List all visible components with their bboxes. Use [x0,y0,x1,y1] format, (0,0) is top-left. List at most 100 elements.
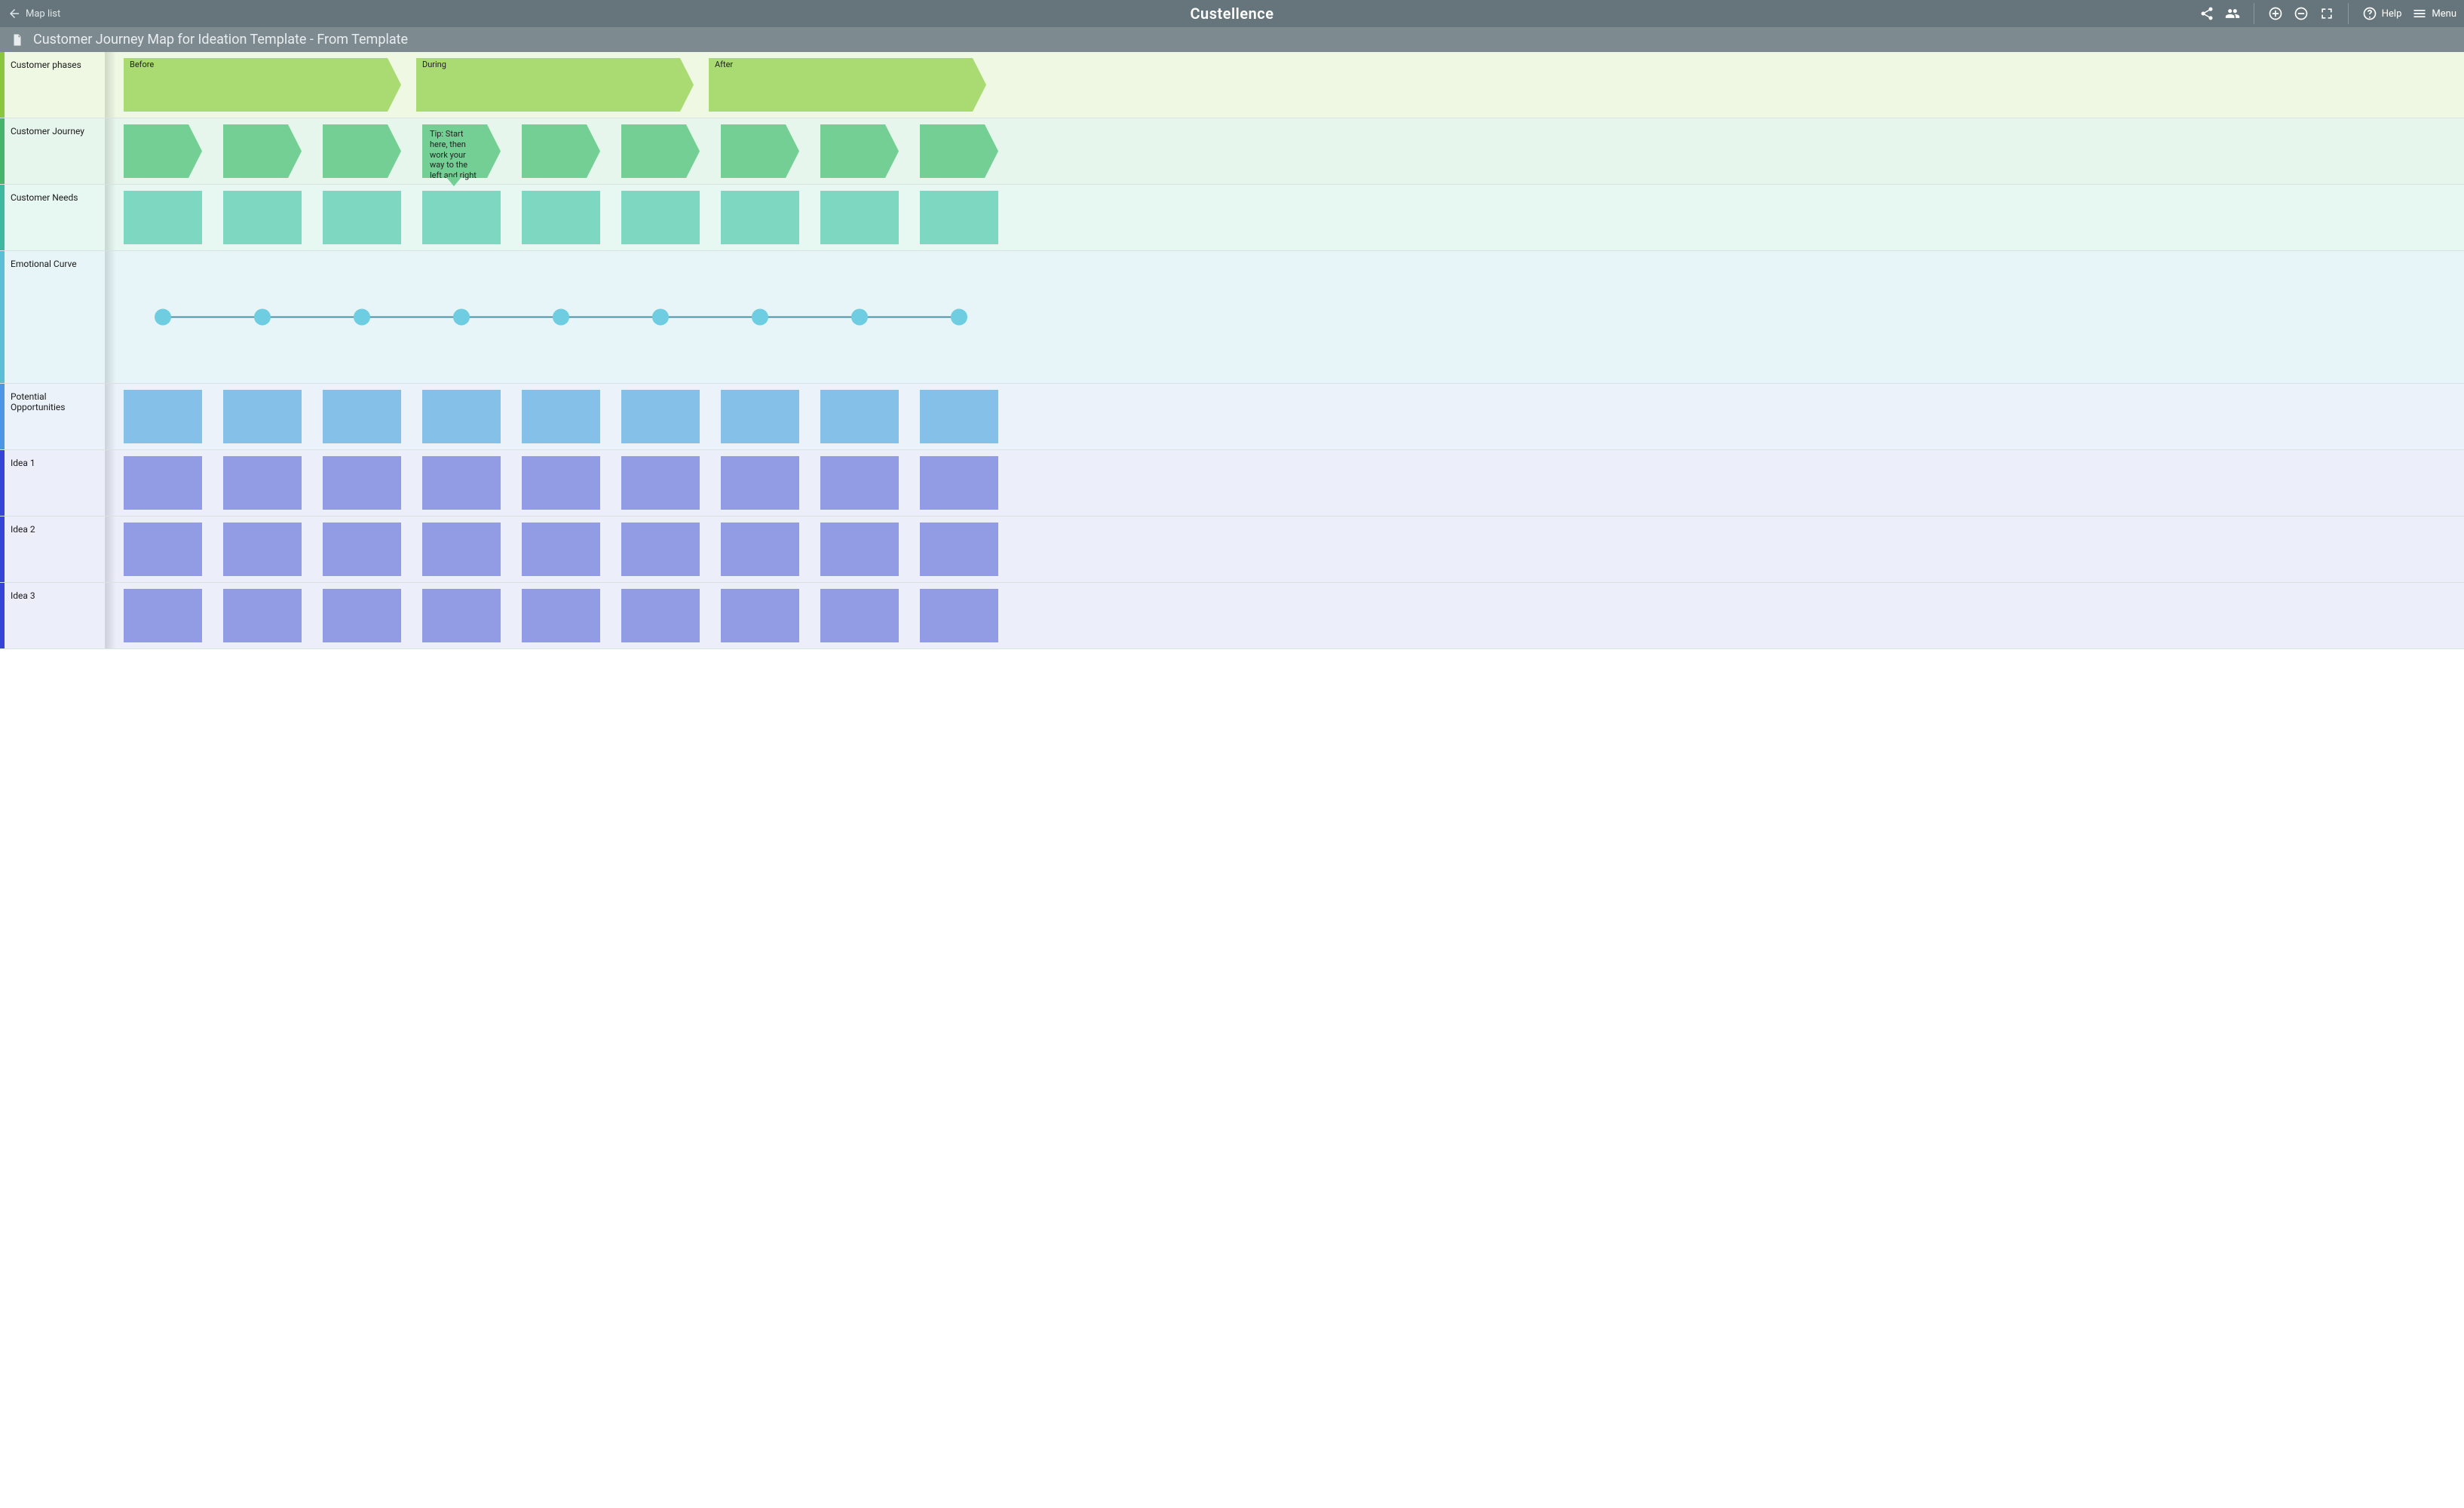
idea-card[interactable] [721,456,799,510]
idea-card[interactable] [522,523,600,576]
curve-point[interactable] [553,309,569,326]
share-button[interactable] [2199,6,2214,21]
lane-label-idea[interactable]: Idea 2 [5,516,106,582]
zoom-out-button[interactable] [2294,6,2309,21]
lane-opportunities: Potential Opportunities [0,384,2464,450]
lane-label-idea[interactable]: Idea 1 [5,450,106,516]
opportunity-card[interactable] [621,390,700,443]
curve-point[interactable] [155,309,171,326]
opportunity-card[interactable] [920,390,998,443]
idea-card[interactable] [522,456,600,510]
needs-card[interactable] [422,191,501,244]
lane-label-curve[interactable]: Emotional Curve [5,251,106,383]
curve-point[interactable] [254,309,271,326]
lane-content-phases[interactable]: Before During After [106,52,2464,118]
opportunity-card[interactable] [422,390,501,443]
needs-card[interactable] [323,191,401,244]
idea-card[interactable] [124,523,202,576]
idea-card[interactable] [223,589,302,642]
idea-card[interactable] [223,456,302,510]
journey-step-card[interactable] [621,124,700,178]
map-list-label: Map list [26,8,60,20]
idea-card[interactable] [522,589,600,642]
lane-content-curve[interactable] [106,251,2464,383]
menu-button[interactable]: Menu [2412,6,2456,21]
idea-card[interactable] [223,523,302,576]
idea-card[interactable] [721,523,799,576]
opportunity-card[interactable] [124,390,202,443]
journey-step-card[interactable] [323,124,401,178]
help-circle-icon [2362,6,2377,21]
curve-point[interactable] [652,309,669,326]
lane-content-idea[interactable] [106,583,2464,648]
lane-label-needs[interactable]: Customer Needs [5,185,106,250]
phase-card-label: During [416,58,694,71]
idea-card[interactable] [721,589,799,642]
phase-card[interactable]: After [709,58,986,112]
idea-card[interactable] [124,456,202,510]
idea-card[interactable] [820,523,899,576]
map-title[interactable]: Customer Journey Map for Ideation Templa… [33,32,408,48]
needs-card[interactable] [820,191,899,244]
curve-point[interactable] [951,309,967,326]
idea-card[interactable] [124,589,202,642]
lane-label-phases[interactable]: Customer phases [5,52,106,118]
needs-card[interactable] [621,191,700,244]
fullscreen-button[interactable] [2319,6,2334,21]
help-button[interactable]: Help [2362,6,2402,21]
journey-step-card[interactable]: Tip: Start here, then work your way to t… [422,124,501,178]
idea-card[interactable] [920,589,998,642]
idea-card[interactable] [422,589,501,642]
idea-card[interactable] [820,456,899,510]
curve-point[interactable] [752,309,768,326]
phase-card[interactable]: Before [124,58,401,112]
idea-card[interactable] [920,523,998,576]
lane-label-opportunities[interactable]: Potential Opportunities [5,384,106,449]
idea-card[interactable] [323,456,401,510]
idea-card[interactable] [920,456,998,510]
idea-card[interactable] [621,456,700,510]
curve-point[interactable] [354,309,370,326]
lane-label-journey[interactable]: Customer Journey [5,118,106,184]
idea-card[interactable] [422,456,501,510]
lane-idea: Idea 2 [0,516,2464,583]
map-list-link[interactable]: Map list [8,7,60,20]
zoom-in-button[interactable] [2268,6,2283,21]
journey-step-card[interactable] [124,124,202,178]
idea-card[interactable] [621,523,700,576]
journey-canvas[interactable]: Customer phases Before During After Cust… [0,52,2464,1508]
journey-step-card[interactable] [721,124,799,178]
idea-card[interactable] [621,589,700,642]
opportunity-card[interactable] [323,390,401,443]
curve-point[interactable] [453,309,470,326]
journey-step-card[interactable] [920,124,998,178]
opportunity-card[interactable] [721,390,799,443]
idea-card[interactable] [323,589,401,642]
idea-card[interactable] [323,523,401,576]
emotional-curve-chart[interactable] [106,251,1028,383]
opportunity-card[interactable] [522,390,600,443]
plus-circle-icon [2268,6,2283,21]
journey-step-card[interactable] [522,124,600,178]
needs-card[interactable] [920,191,998,244]
needs-card[interactable] [522,191,600,244]
lane-content-needs[interactable] [106,185,2464,250]
opportunity-card[interactable] [820,390,899,443]
curve-point[interactable] [851,309,868,326]
collaborators-button[interactable] [2225,6,2240,21]
idea-card[interactable] [422,523,501,576]
needs-card[interactable] [124,191,202,244]
needs-card[interactable] [223,191,302,244]
needs-card[interactable] [721,191,799,244]
lane-content-opportunities[interactable] [106,384,2464,449]
opportunity-card[interactable] [223,390,302,443]
phase-card[interactable]: During [416,58,694,112]
journey-step-card[interactable] [223,124,302,178]
lane-label-idea[interactable]: Idea 3 [5,583,106,648]
share-icon [2199,6,2214,21]
lane-content-idea[interactable] [106,450,2464,516]
lane-content-journey[interactable]: Tip: Start here, then work your way to t… [106,118,2464,184]
idea-card[interactable] [820,589,899,642]
lane-content-idea[interactable] [106,516,2464,582]
journey-step-card[interactable] [820,124,899,178]
